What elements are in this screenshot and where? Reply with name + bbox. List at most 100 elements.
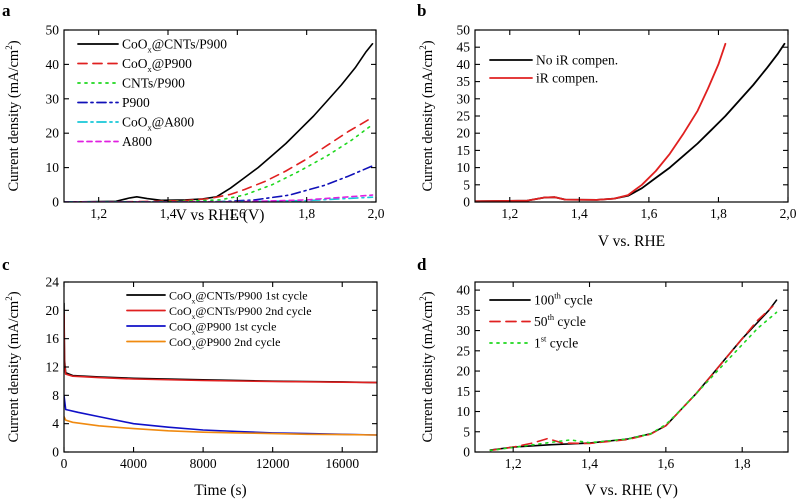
y-tick-label: 25 xyxy=(457,109,471,124)
y-tick-label: 35 xyxy=(457,74,471,89)
y-tick-label: 4 xyxy=(52,416,59,431)
x-tick-label: 1,8 xyxy=(710,206,727,221)
y-tick-label: 12 xyxy=(46,360,60,375)
legend-entry-1: 50th cycle xyxy=(534,313,586,329)
y-tick-label: 0 xyxy=(52,445,59,460)
series-group xyxy=(64,302,377,436)
series-line-2 xyxy=(64,123,374,202)
y-tick-label: 20 xyxy=(457,364,471,379)
legend-entry-1-part: 50 xyxy=(534,314,548,329)
y-tick-label: 30 xyxy=(457,91,471,106)
plot-frame xyxy=(63,29,377,203)
legend-entry-0: No iR compen. xyxy=(536,53,618,68)
legend-entry-0-part: @CNTs/P900 1st cycle xyxy=(195,289,307,303)
legend-entry-5-part: A800 xyxy=(122,134,152,149)
series-group xyxy=(489,299,778,452)
y-tick-label: 15 xyxy=(457,384,471,399)
x-tick-label: 4000 xyxy=(120,456,147,471)
legend-entry-1: iR compen. xyxy=(536,71,598,86)
y-tick-label: 10 xyxy=(46,160,60,175)
legend-entry-2-part: cycle xyxy=(546,336,578,351)
y-tick-label: 35 xyxy=(457,303,471,318)
panel-d: d 1,2 1,4 1,6 1,8 0 5 10 15 20 25 30 35 40 V vs. RHE (… xyxy=(417,255,789,499)
x-tick-label: 1,2 xyxy=(90,206,107,221)
y-tick-label: 50 xyxy=(457,23,471,38)
y-axis-title-part: Current density (mA/cm xyxy=(6,300,22,442)
y-tick-label: 0 xyxy=(52,195,59,210)
y-tick-label: 5 xyxy=(463,177,470,192)
legend-entry-2: CNTs/P900 xyxy=(122,76,185,91)
x-axis-title: V vs RHE (V) xyxy=(176,207,265,224)
panel-letter: d xyxy=(417,255,427,274)
legend-entry-4: CoOx@A800 xyxy=(122,115,194,133)
series-line-2 xyxy=(64,394,377,436)
legend-entry-1: CoOx@CNTs/P900 2nd cycle xyxy=(169,304,312,321)
y-axis-title-part: 2 xyxy=(4,45,14,50)
legend-entry-1-part: @P900 xyxy=(152,56,192,71)
y-tick-label: 10 xyxy=(457,160,471,175)
y-axis-title: Current density (mA/cm2) xyxy=(418,291,436,442)
y-tick-label: 40 xyxy=(46,57,60,72)
legend-entry-0: 100th cycle xyxy=(534,292,593,308)
series-group xyxy=(475,42,786,202)
legend-entry-3-part: @P900 2nd cycle xyxy=(195,335,280,349)
series-line-0 xyxy=(475,42,786,202)
x-tick-label: 1,4 xyxy=(160,206,177,221)
legend-entry-1-part: CoO xyxy=(169,304,192,318)
x-tick-label: 1,6 xyxy=(229,206,246,221)
y-tick-label: 15 xyxy=(457,143,471,158)
y-tick-label: 5 xyxy=(463,424,470,439)
y-tick-label: 30 xyxy=(457,323,471,338)
y-axis-title-part: 2 xyxy=(418,296,428,301)
x-tick-label: 1,8 xyxy=(298,206,315,221)
series-line-3 xyxy=(64,415,377,436)
y-tick-label: 8 xyxy=(52,388,59,403)
legend-entry-1-part: th xyxy=(548,313,555,322)
legend-entry-0-part: No iR compen. xyxy=(536,53,618,68)
panel-letter: b xyxy=(417,1,426,20)
x-axis-title: V vs. RHE (V) xyxy=(585,482,678,499)
series-line-1 xyxy=(64,118,370,202)
plot-frame xyxy=(474,281,789,453)
y-tick-label: 25 xyxy=(457,343,471,358)
legend-entry-2-part: CoO xyxy=(169,320,192,334)
x-tick-label: 12000 xyxy=(256,456,290,471)
y-axis-title-part: ) xyxy=(6,291,22,296)
y-axis-title: Current density (mA/cm2) xyxy=(4,40,22,191)
y-tick-label: 0 xyxy=(463,445,470,460)
y-tick-label: 16 xyxy=(46,331,60,346)
y-tick-label: 50 xyxy=(46,23,60,38)
y-axis-title-part: Current density (mA/cm xyxy=(6,49,22,191)
legend-entry-1-part: iR compen. xyxy=(536,71,598,86)
legend-entry-2-part: 1 xyxy=(534,336,541,351)
y-axis-title-part: 2 xyxy=(4,296,14,301)
legend-entry-1-part: @CNTs/P900 2nd cycle xyxy=(195,304,311,318)
panel-c: c 0 4000 8000 12000 16000 0 4 8 12 16 20 24 Time (s) C… xyxy=(2,255,378,499)
legend-entry-0: CoOx@CNTs/P900 1st cycle xyxy=(169,289,308,306)
legend-entry-4-part: CoO xyxy=(122,115,148,130)
y-tick-label: 0 xyxy=(463,195,470,210)
plot-frame xyxy=(474,29,789,203)
x-tick-label: 1,6 xyxy=(640,206,657,221)
y-tick-label: 40 xyxy=(457,283,471,298)
legend-entry-1-part: x xyxy=(192,312,196,321)
legend-entry-2-part: @P900 1st cycle xyxy=(195,320,276,334)
x-tick-label: 1,4 xyxy=(581,456,598,471)
legend-entry-3: P900 xyxy=(122,95,150,110)
y-axis-title-part: Current density (mA/cm xyxy=(420,300,436,442)
panel-letter: a xyxy=(2,1,11,20)
x-tick-label: 2,0 xyxy=(780,206,797,221)
legend-entry-3: CoOx@P900 2nd cycle xyxy=(169,335,280,352)
y-axis-title-part: ) xyxy=(420,291,436,296)
y-axis-title: Current density (mA/cm2) xyxy=(4,291,22,442)
legend-entry-4-part: x xyxy=(148,124,153,133)
legend-entry-4-part: @A800 xyxy=(152,115,195,130)
series-line-1 xyxy=(64,313,377,384)
legend-entry-2: CoOx@P900 1st cycle xyxy=(169,320,276,337)
y-axis-title-part: ) xyxy=(420,40,436,45)
series-line-2 xyxy=(489,311,778,452)
legend-entry-1-part: x xyxy=(148,65,153,74)
panel-b: b 1,2 1,4 1,6 1,8 2,0 0 5 10 15 20 25 30 35 40 45 50 V vs… xyxy=(417,1,797,250)
legend-entry-3-part: x xyxy=(192,343,196,352)
legend-entry-2-part: x xyxy=(192,328,196,337)
